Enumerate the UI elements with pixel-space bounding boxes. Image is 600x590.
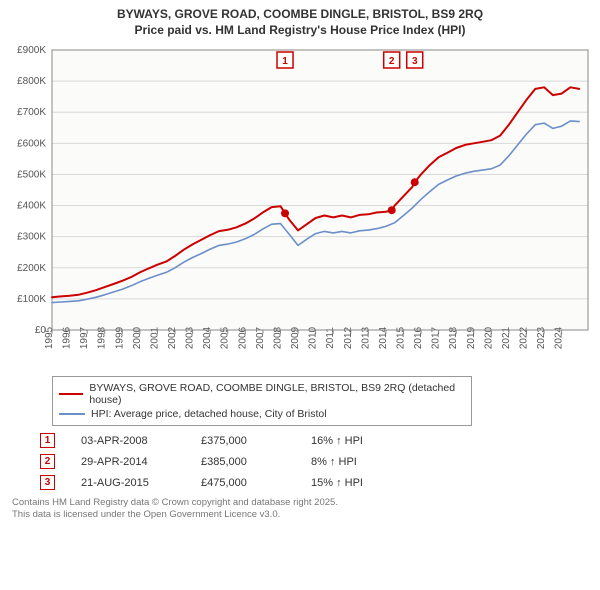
- event-change: 8% ↑ HPI: [311, 451, 373, 472]
- svg-text:£100K: £100K: [17, 294, 46, 305]
- svg-text:2: 2: [389, 56, 395, 67]
- svg-text:£300K: £300K: [17, 232, 46, 243]
- attribution-line-2: This data is licensed under the Open Gov…: [12, 509, 590, 521]
- event-price: £385,000: [201, 451, 311, 472]
- legend-row: HPI: Average price, detached house, City…: [59, 407, 465, 421]
- event-badge: 2: [40, 454, 55, 469]
- chart-area: £0£100K£200K£300K£400K£500K£600K£700K£80…: [0, 40, 600, 370]
- event-badge: 1: [40, 433, 55, 448]
- event-date: 21-AUG-2015: [81, 472, 201, 493]
- event-row: 3 21-AUG-2015£475,00015% ↑ HPI: [40, 472, 373, 493]
- svg-text:£200K: £200K: [17, 263, 46, 274]
- line-chart: £0£100K£200K£300K£400K£500K£600K£700K£80…: [0, 40, 600, 370]
- event-date: 03-APR-2008: [81, 430, 201, 451]
- event-price: £375,000: [201, 430, 311, 451]
- attribution-line-1: Contains HM Land Registry data © Crown c…: [12, 497, 590, 509]
- event-change: 16% ↑ HPI: [311, 430, 373, 451]
- event-dot-3: [411, 179, 419, 187]
- attribution: Contains HM Land Registry data © Crown c…: [12, 497, 590, 521]
- svg-text:£400K: £400K: [17, 201, 46, 212]
- svg-text:£500K: £500K: [17, 170, 46, 181]
- event-badge: 3: [40, 475, 55, 490]
- svg-text:£700K: £700K: [17, 108, 46, 119]
- svg-text:1: 1: [282, 56, 288, 67]
- legend-swatch: [59, 413, 85, 415]
- event-date: 29-APR-2014: [81, 451, 201, 472]
- event-dot-2: [388, 207, 396, 215]
- event-row: 2 29-APR-2014£385,0008% ↑ HPI: [40, 451, 373, 472]
- event-price: £475,000: [201, 472, 311, 493]
- svg-text:£900K: £900K: [17, 45, 46, 56]
- legend-row: BYWAYS, GROVE ROAD, COOMBE DINGLE, BRIST…: [59, 381, 465, 407]
- legend-label: BYWAYS, GROVE ROAD, COOMBE DINGLE, BRIST…: [89, 382, 465, 406]
- svg-text:£800K: £800K: [17, 76, 46, 87]
- events-table: 1 03-APR-2008£375,00016% ↑ HPI 2 29-APR-201…: [40, 430, 584, 493]
- event-dot-1: [281, 210, 289, 218]
- event-change: 15% ↑ HPI: [311, 472, 373, 493]
- event-row: 1 03-APR-2008£375,00016% ↑ HPI: [40, 430, 373, 451]
- legend-swatch: [59, 393, 83, 395]
- legend: BYWAYS, GROVE ROAD, COOMBE DINGLE, BRIST…: [52, 376, 472, 426]
- title-line-1: BYWAYS, GROVE ROAD, COOMBE DINGLE, BRIST…: [10, 6, 590, 22]
- chart-titles: BYWAYS, GROVE ROAD, COOMBE DINGLE, BRIST…: [0, 0, 600, 40]
- legend-label: HPI: Average price, detached house, City…: [91, 408, 327, 420]
- svg-text:£600K: £600K: [17, 139, 46, 150]
- svg-text:3: 3: [412, 56, 418, 67]
- title-line-2: Price paid vs. HM Land Registry's House …: [10, 22, 590, 38]
